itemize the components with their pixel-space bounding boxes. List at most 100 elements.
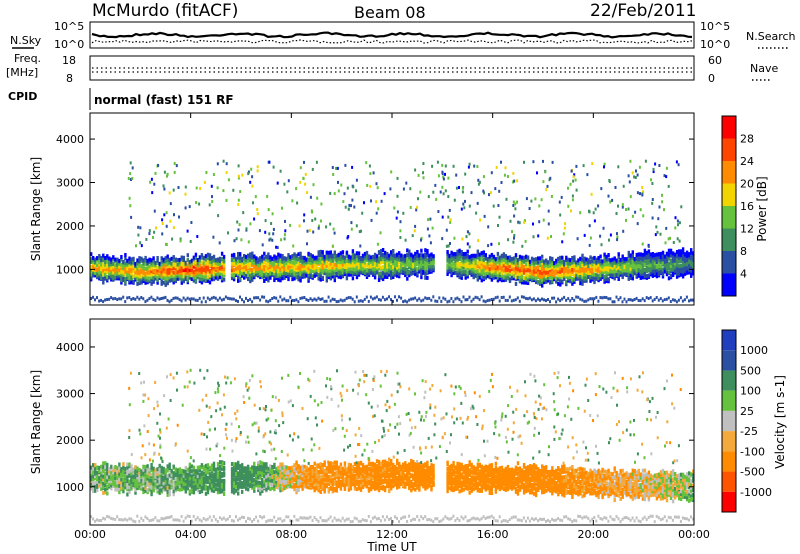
data-cell — [611, 198, 614, 202]
data-cell — [180, 280, 183, 285]
data-cell — [341, 259, 345, 264]
data-cell — [208, 256, 212, 261]
data-cell — [545, 279, 548, 284]
data-cell — [287, 270, 290, 275]
data-cell — [631, 271, 634, 276]
data-cell — [633, 175, 636, 179]
data-cell — [90, 473, 93, 478]
data-cell — [164, 486, 167, 491]
data-cell — [579, 277, 582, 282]
data-cell — [375, 295, 378, 299]
data-cell — [124, 478, 127, 483]
data-cell — [520, 255, 524, 260]
data-cell — [363, 264, 367, 269]
data-cell — [120, 257, 123, 262]
data-cell — [357, 270, 361, 275]
data-cell — [510, 271, 514, 276]
data-cell — [257, 467, 260, 472]
data-cell — [239, 263, 242, 268]
data-cell — [150, 275, 153, 280]
data-cell — [367, 264, 371, 269]
data-cell — [235, 269, 238, 274]
data-cell — [400, 296, 403, 300]
data-cell — [112, 473, 115, 478]
data-cell — [675, 254, 679, 259]
data-cell — [138, 485, 141, 490]
data-cell — [180, 483, 183, 488]
data-cell — [198, 485, 202, 490]
data-cell — [98, 468, 101, 473]
data-cell — [530, 298, 533, 302]
data-cell — [106, 462, 109, 467]
data-cell — [523, 160, 525, 164]
nsky-tick-top: 10^5 — [54, 20, 84, 33]
data-cell — [241, 472, 244, 477]
data-cell — [168, 468, 171, 473]
data-cell — [516, 258, 520, 263]
data-cell — [261, 272, 264, 277]
data-cell — [641, 193, 644, 197]
data-cell — [297, 252, 300, 257]
data-cell — [365, 254, 369, 259]
data-cell — [165, 211, 168, 215]
data-cell — [390, 170, 393, 174]
data-cell — [297, 467, 300, 472]
data-cell — [307, 299, 310, 302]
data-cell — [591, 276, 594, 281]
data-cell — [112, 466, 115, 471]
data-cell — [461, 186, 464, 190]
data-cell — [295, 268, 298, 273]
data-cell — [577, 258, 580, 263]
data-cell — [317, 470, 320, 474]
data-cell — [464, 258, 467, 263]
data-cell — [329, 474, 332, 479]
data-cell — [295, 466, 298, 471]
data-cell — [522, 270, 526, 275]
data-cell — [439, 190, 442, 194]
data-cell — [528, 267, 532, 272]
data-cell — [641, 297, 644, 301]
data-cell — [631, 256, 634, 261]
data-cell — [268, 232, 271, 236]
data-cell — [194, 278, 198, 283]
data-cell — [420, 236, 423, 240]
data-cell — [408, 298, 411, 302]
data-cell — [563, 259, 566, 264]
data-cell — [621, 257, 624, 262]
data-cell — [573, 173, 576, 177]
data-cell — [188, 297, 191, 301]
data-cell — [259, 268, 262, 273]
data-cell — [168, 260, 171, 265]
data-cell — [454, 258, 457, 263]
data-cell — [414, 258, 417, 262]
data-cell — [464, 199, 466, 203]
data-cell — [388, 253, 391, 258]
data-cell — [142, 471, 145, 476]
data-cell — [307, 263, 310, 268]
data-cell — [126, 485, 129, 490]
data-cell — [482, 260, 485, 265]
data-cell — [214, 275, 218, 280]
data-cell — [483, 214, 486, 218]
data-cell — [452, 266, 455, 271]
data-cell — [424, 275, 427, 280]
data-cell — [625, 268, 628, 273]
data-cell — [331, 477, 334, 482]
data-cell — [279, 474, 282, 479]
data-cell — [510, 299, 513, 303]
data-cell — [390, 298, 392, 302]
data-cell — [470, 299, 473, 303]
data-cell — [152, 262, 155, 267]
data-cell — [321, 297, 324, 301]
data-cell — [275, 245, 278, 249]
data-cell — [194, 266, 198, 271]
data-cell — [657, 264, 661, 269]
data-cell — [237, 259, 240, 264]
data-cell — [271, 238, 274, 242]
data-cell — [243, 474, 246, 479]
data-cell — [291, 268, 294, 273]
data-cell — [643, 299, 646, 303]
data-cell — [144, 300, 147, 304]
data-cell — [192, 274, 196, 279]
data-cell — [138, 281, 141, 286]
